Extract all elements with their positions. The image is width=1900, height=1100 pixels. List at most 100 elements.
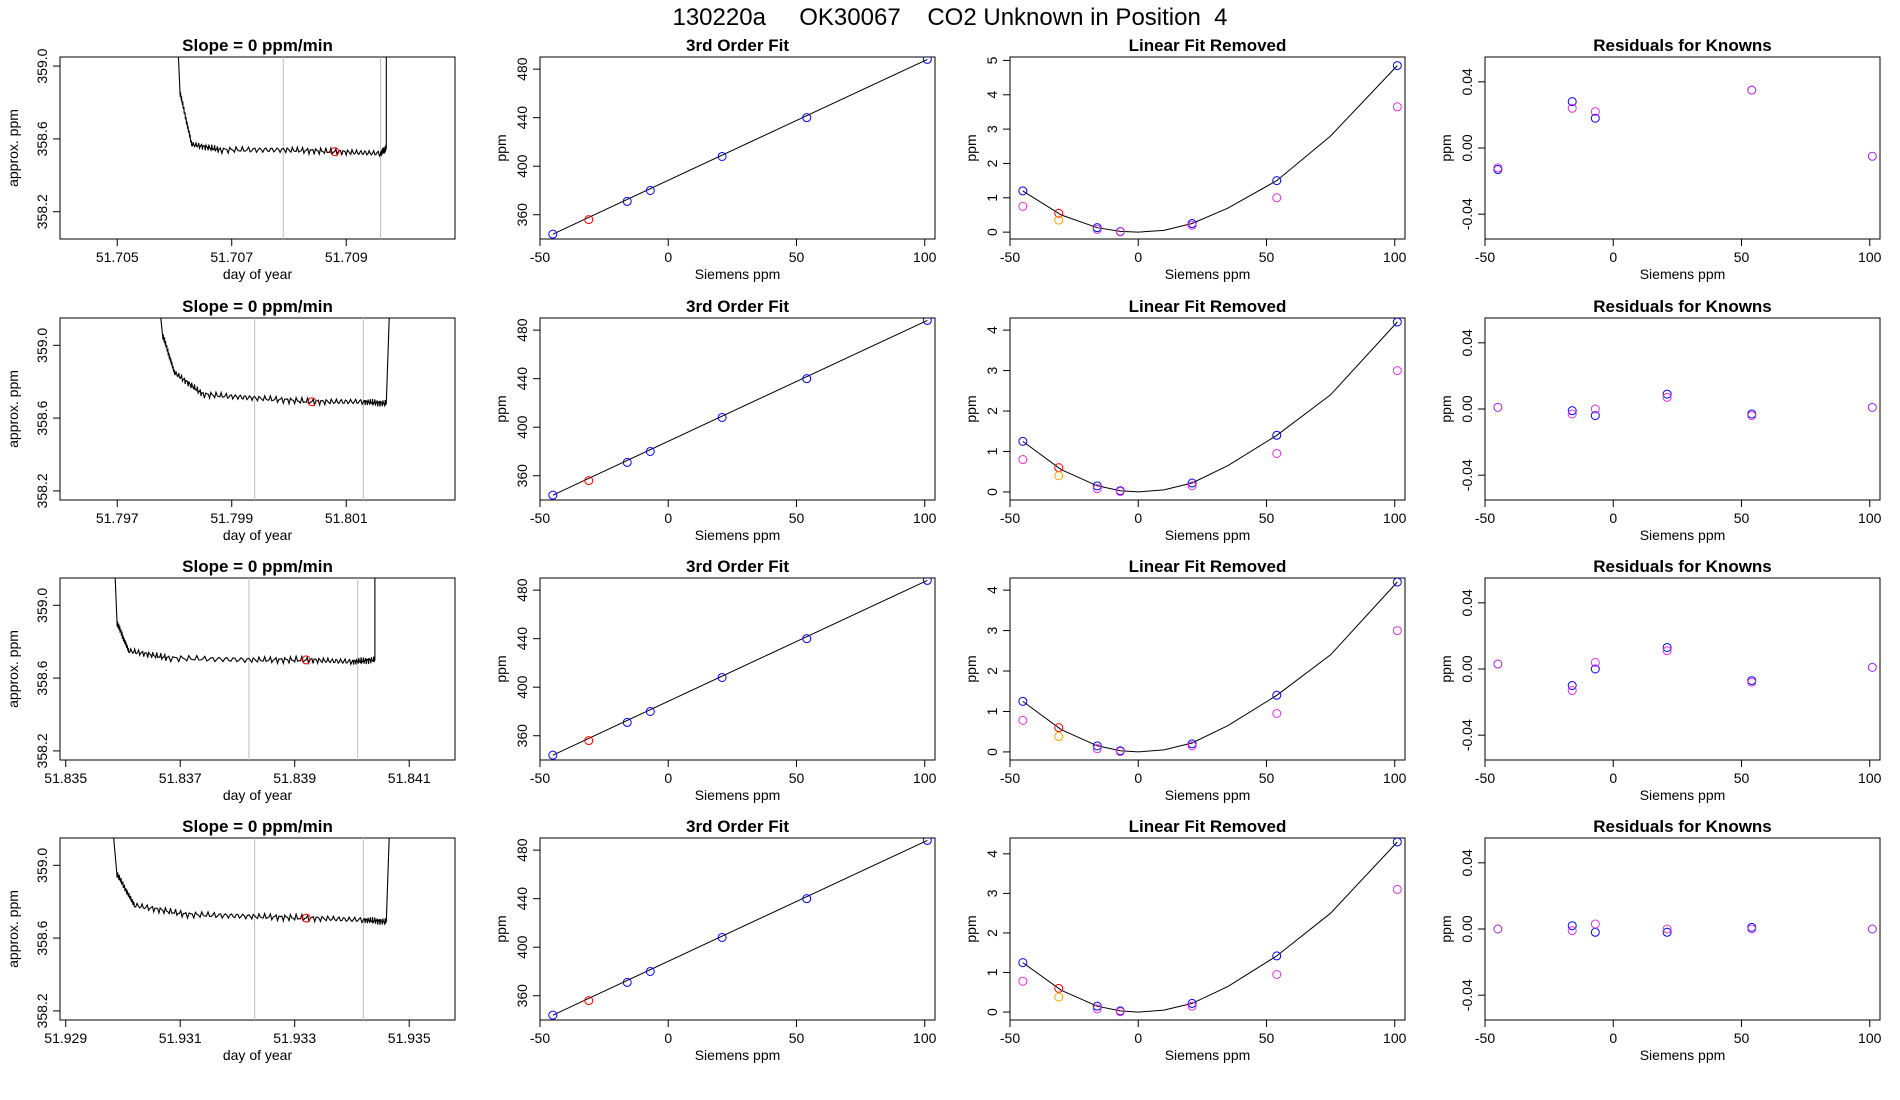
y-tick-label: 5: [984, 56, 1000, 64]
x-tick-label: 100: [1383, 1030, 1407, 1046]
data-point: [1590, 404, 1600, 414]
chart-panel-r4-c4: Residuals for Knowns -50 0 50 100 -0.04 0.00 0.…: [1438, 817, 1882, 1063]
data-point: [1493, 402, 1503, 412]
x-tick-label: 0: [1134, 249, 1142, 265]
data-point: [1567, 406, 1577, 416]
data-point: [1187, 741, 1197, 751]
chart-title: 3rd Order Fit: [686, 557, 789, 576]
x-tick-label: 100: [1383, 249, 1407, 265]
data-point: [1662, 646, 1672, 656]
data-point: [645, 706, 655, 716]
chart-panel-r2-c1: Slope = 0 ppm/min 51.797 51.799 51.801 358.2…: [5, 297, 456, 543]
y-tick-label: 2: [984, 407, 1000, 415]
data-point: [1018, 436, 1028, 446]
data-point: [717, 672, 727, 682]
y-axis-label: ppm: [963, 915, 979, 942]
x-tick-label: 0: [1134, 510, 1142, 526]
x-tick-label: 51.801: [325, 510, 368, 526]
x-axis-label: day of year: [223, 266, 293, 282]
data-point: [802, 634, 812, 644]
x-tick-label: 50: [789, 249, 805, 265]
x-tick-label: 0: [1134, 1030, 1142, 1046]
plot-frame: [1009, 56, 1406, 240]
plot-frame: [59, 837, 456, 1021]
x-tick-label: 51.935: [388, 1030, 431, 1046]
data-point: [622, 457, 632, 467]
y-tick-label: 440: [514, 887, 530, 911]
x-tick-label: -50: [1000, 1030, 1020, 1046]
x-tick-label: 100: [1858, 1030, 1882, 1046]
data-point: [1567, 409, 1577, 419]
trace-line: [113, 838, 390, 926]
data-point: [1054, 215, 1064, 225]
chart-title: Slope = 0 ppm/min: [182, 817, 333, 836]
plot-area: [548, 578, 932, 760]
plot-area: [114, 578, 376, 760]
data-point: [1392, 318, 1402, 327]
trace-line: [114, 578, 376, 666]
plot-frame: [539, 317, 936, 501]
y-tick-label: 440: [514, 367, 530, 391]
y-tick-label: 359.0: [34, 848, 50, 883]
plot-frame: [1484, 56, 1881, 240]
data-point: [1590, 411, 1600, 421]
data-point: [1272, 448, 1282, 458]
y-axis-label: ppm: [493, 915, 509, 942]
data-point: [1493, 659, 1503, 669]
mean-marker: [301, 655, 311, 665]
plot-area: [1018, 318, 1402, 497]
y-tick-label: 358.6: [34, 121, 50, 156]
y-tick-label: 1: [984, 194, 1000, 202]
x-tick-label: 51.799: [210, 510, 253, 526]
y-tick-label: 3: [984, 125, 1000, 133]
data-point: [1092, 481, 1102, 491]
data-point: [622, 977, 632, 987]
y-tick-label: 1: [984, 447, 1000, 455]
data-point: [1092, 484, 1102, 494]
x-tick-label: 51.841: [388, 770, 431, 786]
fit-line: [552, 319, 928, 496]
chart-panel-r1-c1: Slope = 0 ppm/min 51.705 51.707 51.709 358.2…: [5, 36, 456, 282]
x-tick-label: 51.705: [96, 249, 139, 265]
chart-panel-r4-c3: Linear Fit Removed -50 0 50 100 0 1 2 3 4 Siemens …: [963, 817, 1407, 1063]
data-point: [1590, 657, 1600, 667]
x-tick-label: -50: [1000, 510, 1020, 526]
y-tick-label: 360: [514, 724, 530, 748]
fit-curve: [1022, 321, 1398, 493]
x-tick-label: 100: [913, 1030, 937, 1046]
x-tick-label: -50: [530, 770, 550, 786]
x-axis-label: Siemens ppm: [695, 787, 781, 803]
x-tick-label: 50: [1734, 770, 1750, 786]
x-axis-label: day of year: [223, 787, 293, 803]
data-point: [1187, 998, 1197, 1008]
y-tick-label: 0: [984, 1008, 1000, 1016]
plot-area: [1018, 838, 1402, 1017]
data-point: [1567, 686, 1577, 696]
y-tick-label: 400: [514, 154, 530, 178]
data-point: [622, 196, 632, 206]
y-tick-label: 360: [514, 464, 530, 488]
data-point: [1867, 151, 1877, 161]
data-point: [802, 374, 812, 384]
y-tick-label: 400: [514, 675, 530, 699]
y-tick-label: 358.6: [34, 920, 50, 955]
data-point: [1272, 951, 1282, 961]
x-tick-label: 100: [913, 510, 937, 526]
x-tick-label: 0: [1609, 510, 1617, 526]
chart-panel-r2-c2: 3rd Order Fit -50 0 50 100 360 400 440 480 Siemen…: [493, 297, 937, 543]
y-tick-label: 2: [984, 159, 1000, 167]
data-point: [1054, 723, 1064, 733]
chart-title: Linear Fit Removed: [1129, 297, 1287, 316]
data-point: [1747, 924, 1757, 934]
y-tick-label: 358.6: [34, 400, 50, 435]
y-tick-label: 360: [514, 203, 530, 227]
x-tick-label: 51.797: [96, 510, 139, 526]
y-axis-label: ppm: [493, 134, 509, 161]
data-point: [584, 476, 594, 486]
data-point: [1392, 838, 1402, 847]
data-point: [1567, 926, 1577, 936]
y-tick-label: -0.04: [1459, 979, 1475, 1011]
fit-curve: [1022, 581, 1398, 753]
data-point: [1115, 747, 1125, 757]
data-point: [1187, 478, 1197, 488]
